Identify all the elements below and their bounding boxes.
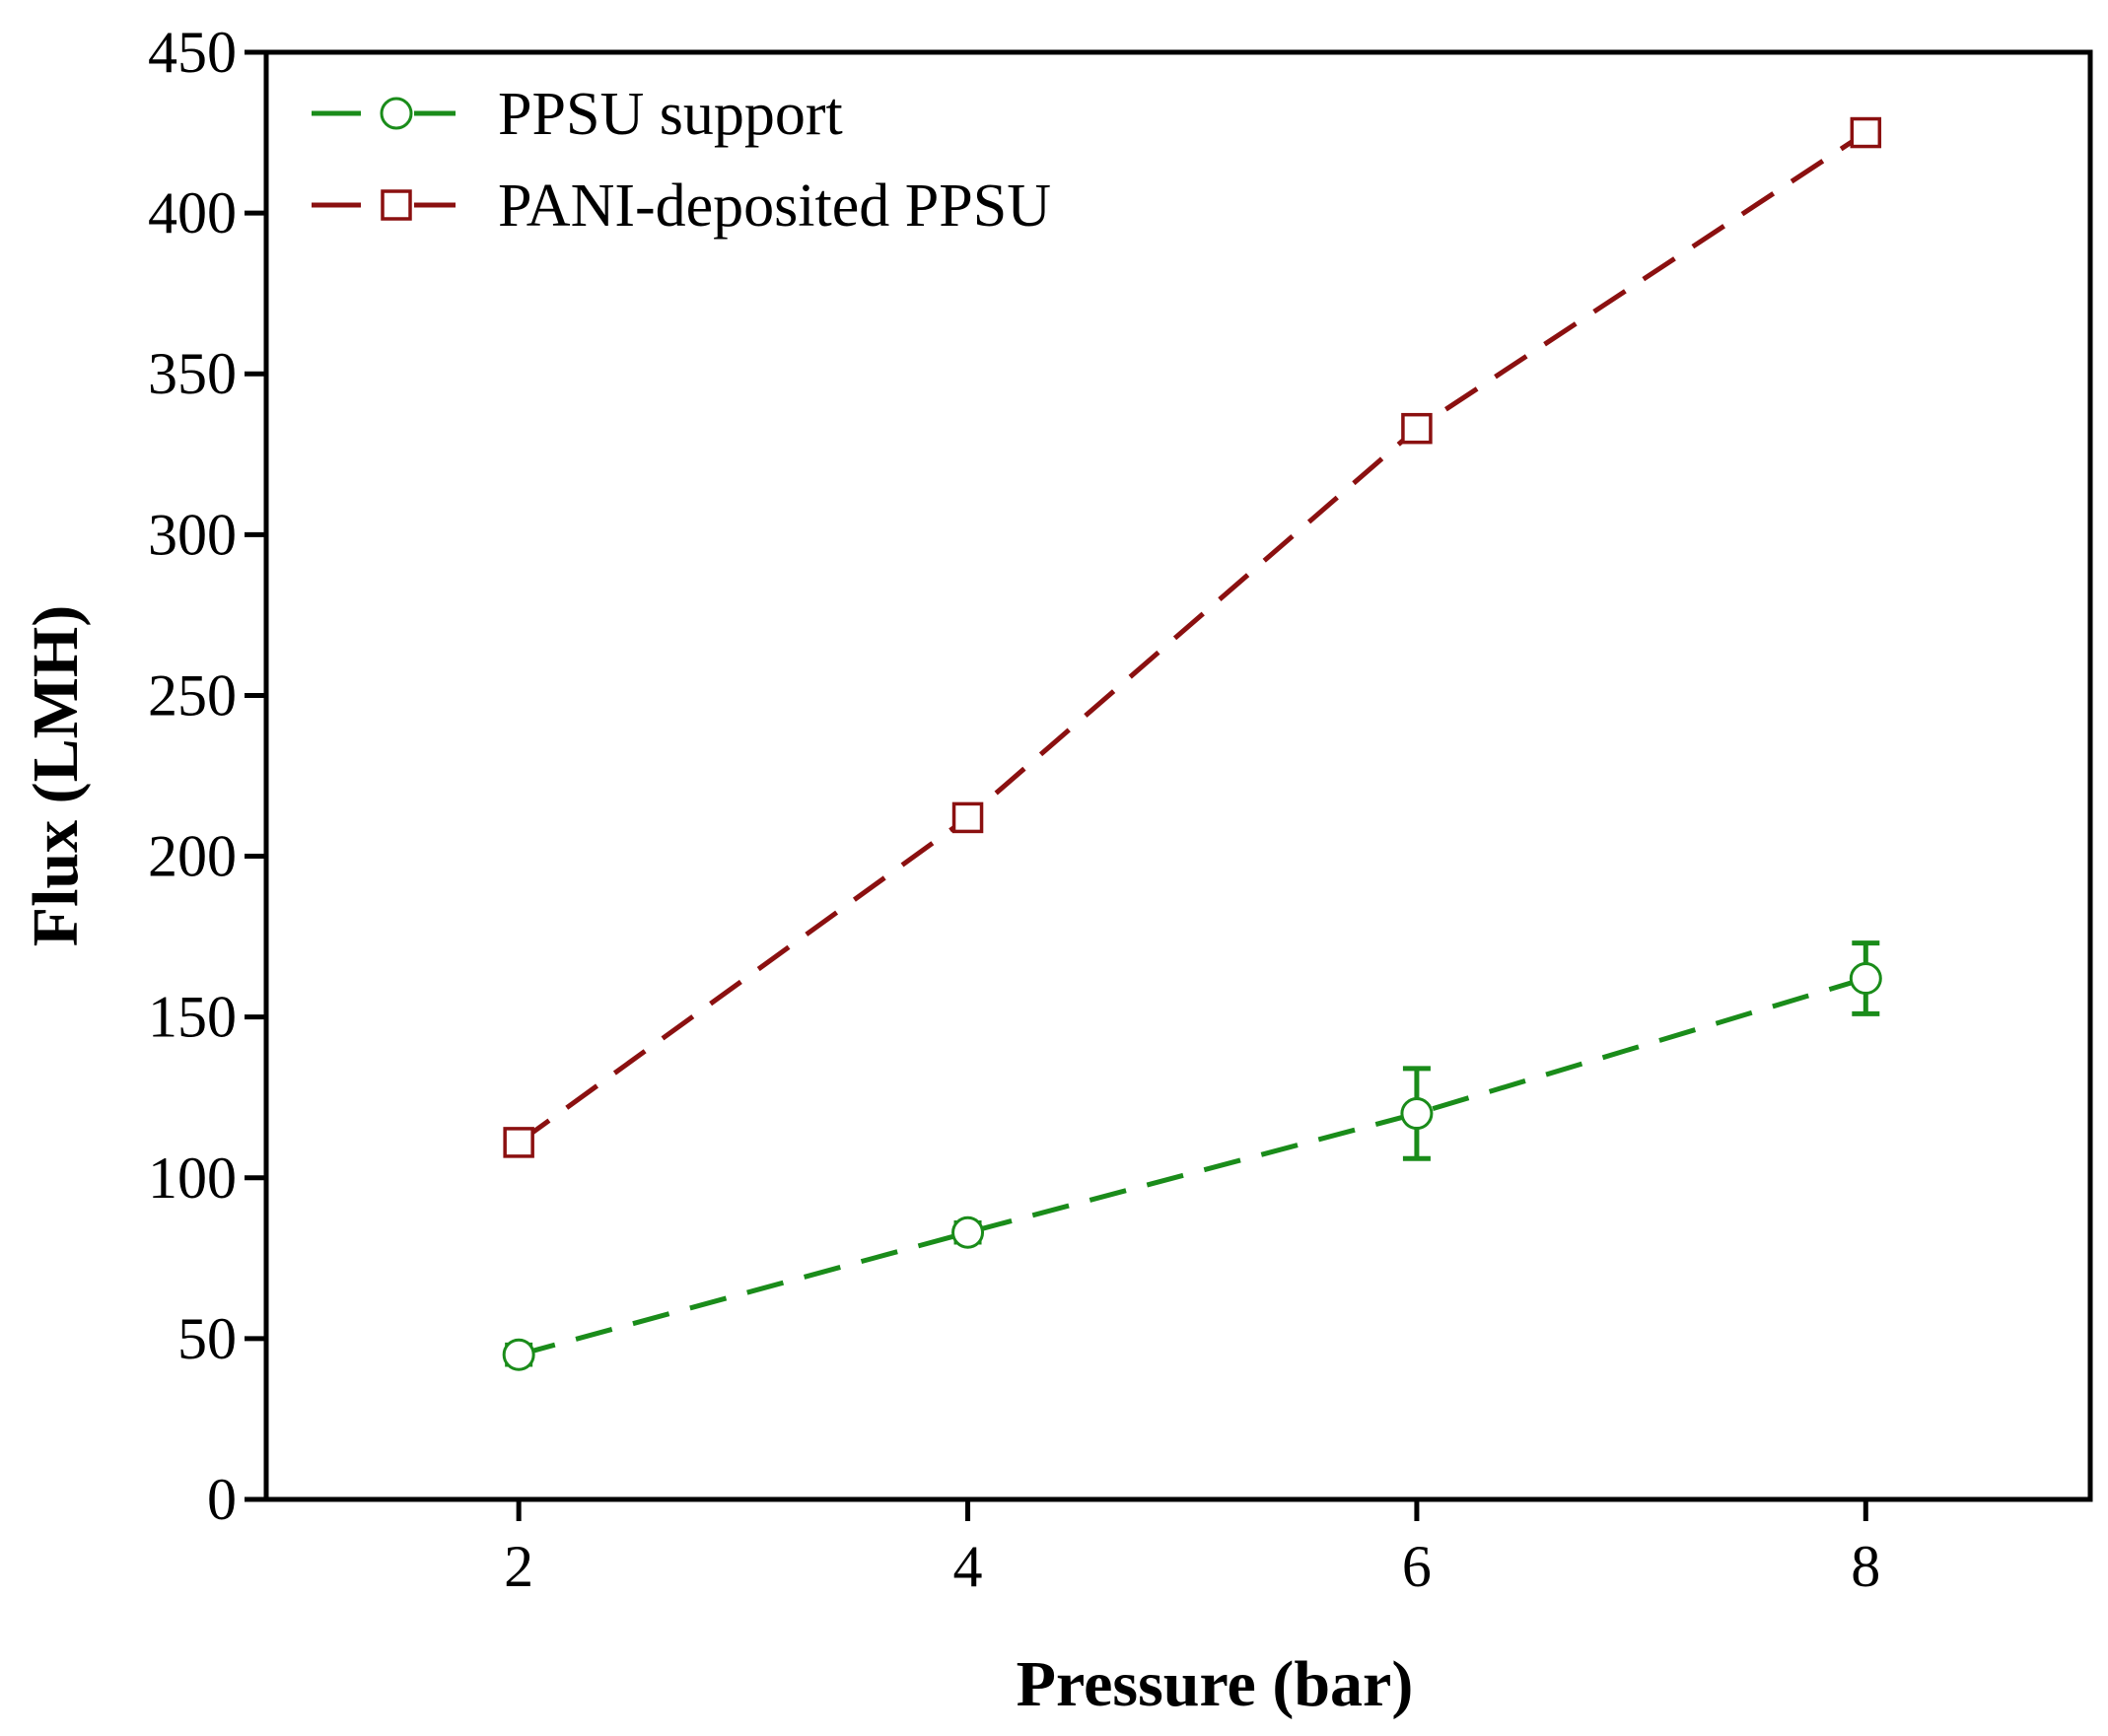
series-ppsu-support xyxy=(502,940,1882,1371)
data-point xyxy=(1850,116,1882,149)
data-point xyxy=(951,1215,985,1249)
x-tick-label: 6 xyxy=(1402,1534,1432,1599)
legend-label: PPSU support xyxy=(498,81,843,148)
y-tick-label: 350 xyxy=(148,341,237,406)
y-tick-label: 150 xyxy=(148,985,237,1050)
legend-item-pani-deposited-ppsu: PANI-deposited PPSU xyxy=(312,173,1051,240)
y-tick-label: 100 xyxy=(148,1146,237,1211)
legend-item-ppsu-support: PPSU support xyxy=(312,81,843,148)
data-point xyxy=(1849,962,1882,996)
x-tick-label: 2 xyxy=(504,1534,533,1599)
x-axis: 2 4 6 8 xyxy=(504,1499,1880,1599)
y-tick-label: 400 xyxy=(148,180,237,245)
y-tick-label: 300 xyxy=(148,502,237,567)
y-tick-label: 250 xyxy=(148,662,237,728)
x-tick-label: 4 xyxy=(953,1534,983,1599)
y-tick-label: 200 xyxy=(148,824,237,889)
data-point xyxy=(951,801,984,834)
series-pani-deposited-ppsu xyxy=(503,116,1882,1158)
data-point xyxy=(503,1127,534,1158)
y-tick-label: 0 xyxy=(207,1467,237,1532)
data-point xyxy=(1400,1097,1434,1131)
series-line xyxy=(518,976,1867,1357)
data-point xyxy=(1401,412,1433,445)
legend-label: PANI-deposited PPSU xyxy=(498,173,1051,240)
legend-marker xyxy=(380,97,413,130)
series-line xyxy=(517,130,1867,1145)
legend-marker xyxy=(381,189,412,221)
y-tick-label: 450 xyxy=(148,20,237,85)
y-axis-title: Flux (LMH) xyxy=(20,605,92,946)
y-tick-label: 50 xyxy=(177,1306,237,1371)
x-axis-title: Pressure (bar) xyxy=(1017,1648,1414,1720)
y-axis: 0 50 100 150 200 250 300 350 400 450 xyxy=(148,20,266,1532)
series-layer xyxy=(502,116,1882,1371)
plot-frame xyxy=(263,49,2093,1502)
x-tick-label: 8 xyxy=(1851,1534,1880,1599)
data-point xyxy=(502,1338,535,1371)
legend: PPSU support PANI-deposited PPSU xyxy=(312,81,1051,240)
